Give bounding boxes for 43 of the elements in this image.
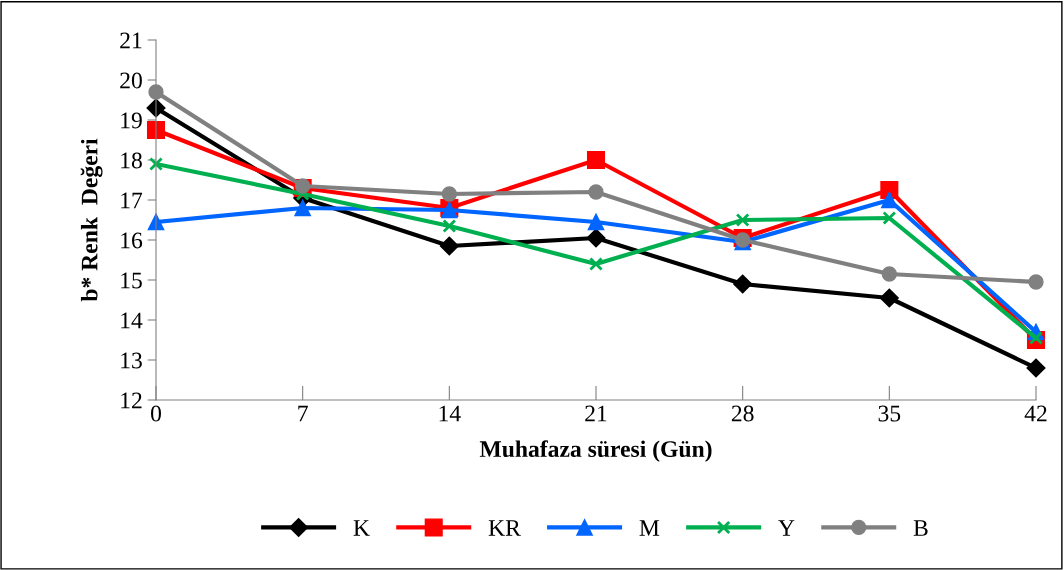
y-tick-label: 15 (121, 272, 142, 289)
y-tick-label: 14 (121, 312, 143, 329)
point (442, 219, 457, 233)
y-tick-label: 19 (121, 112, 142, 129)
x-tick-label: 14 (439, 405, 461, 422)
legend-label: B (913, 520, 928, 536)
x-tick-label: 7 (298, 405, 308, 422)
point (441, 186, 457, 202)
point (439, 236, 459, 256)
legend-label: K (353, 520, 370, 536)
point (589, 257, 603, 271)
point (879, 288, 899, 308)
point (880, 191, 898, 209)
point (294, 199, 312, 217)
point (587, 213, 605, 231)
point (882, 211, 897, 225)
x-tick-label: 21 (585, 405, 607, 422)
legend-label: Y (778, 520, 795, 536)
x-tick-label: 35 (878, 405, 901, 422)
y-tick-label: 21 (120, 32, 142, 49)
point (733, 274, 753, 294)
x-tick-label: 42 (1024, 405, 1047, 422)
y-tick-label: 13 (121, 352, 142, 369)
x-axis-title: Muhafaza süresi (Gün) (479, 440, 712, 462)
y-tick-label: 18 (121, 152, 142, 169)
point (586, 228, 606, 248)
legend-label: M (639, 520, 660, 536)
point (588, 184, 604, 200)
legend-label: KR (488, 520, 521, 536)
point (149, 157, 163, 171)
y-tick-label: 16 (121, 232, 143, 249)
point (586, 150, 606, 170)
y-axis-title: b* Renk Değeri (80, 138, 103, 302)
point (735, 213, 750, 227)
x-tick-label: 0 (151, 405, 161, 422)
point (1028, 274, 1044, 290)
point (295, 178, 311, 194)
x-tick-label: 28 (731, 405, 754, 422)
y-tick-label: 20 (120, 72, 142, 89)
point (1026, 358, 1046, 378)
y-tick-label: 17 (121, 192, 143, 209)
y-tick-label: 12 (121, 392, 142, 409)
point (881, 266, 897, 282)
